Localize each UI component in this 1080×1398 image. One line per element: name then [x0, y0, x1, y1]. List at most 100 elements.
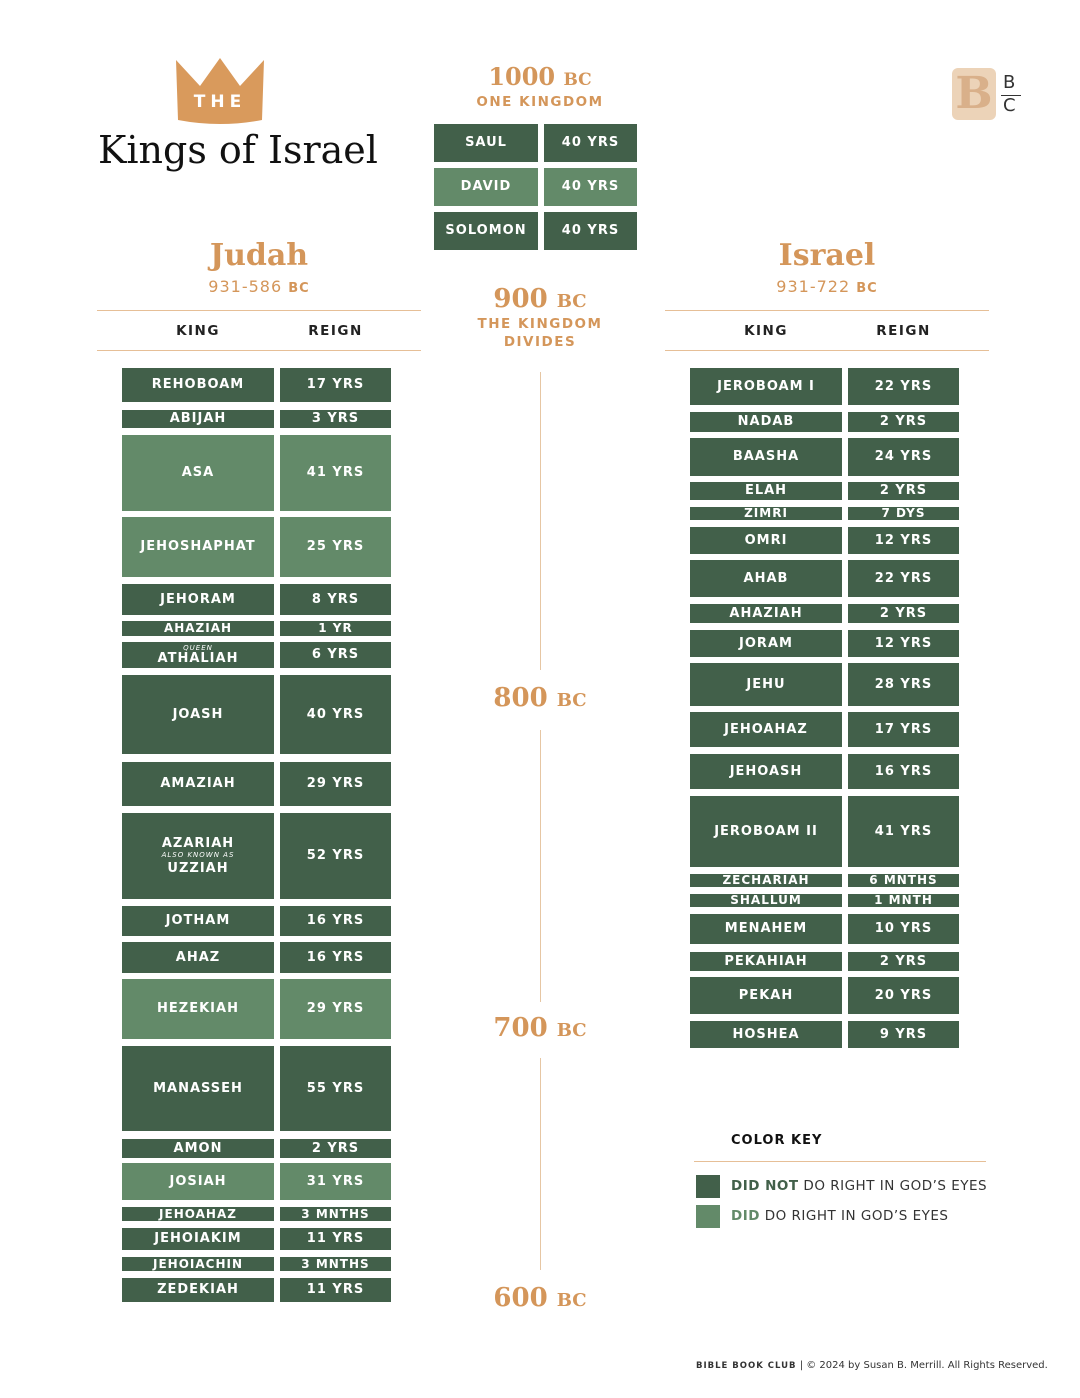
king-cell: JOTHAM — [122, 906, 274, 936]
reign-cell: 3 MNTHS — [280, 1207, 391, 1221]
king-name: JEHOSHAPHAT — [140, 539, 256, 555]
king-cell: AHAZIAH — [690, 604, 842, 623]
king-name: NADAB — [737, 414, 795, 430]
key-text: DO RIGHT IN GOD’S EYES — [803, 1178, 988, 1194]
king-cell: DAVID — [434, 168, 538, 206]
key-swatch — [696, 1175, 720, 1198]
king-cell: MENAHEM — [690, 914, 842, 944]
king-cell: ABIJAH — [122, 410, 274, 428]
king-name: HEZEKIAH — [157, 1001, 239, 1017]
king-prefix: QUEEN — [183, 643, 213, 652]
logo-mark: B — [952, 68, 996, 120]
reign-cell: 24 YRS — [848, 438, 959, 476]
reign-cell: 2 YRS — [848, 412, 959, 432]
king-cell: AHAZ — [122, 942, 274, 973]
logo-letter: B — [1003, 72, 1016, 93]
year: 800 — [493, 683, 548, 713]
king-name: JEHOAHAZ — [724, 721, 808, 737]
year: 700 — [493, 1013, 548, 1043]
reign: 2 YRS — [311, 1140, 360, 1156]
reign-cell: 29 YRS — [280, 979, 391, 1039]
king-name: JOTHAM — [165, 913, 231, 929]
king-cell: JEHOSHAPHAT — [122, 517, 274, 577]
reign: 41 YRS — [306, 465, 365, 481]
reign-cell: 2 YRS — [848, 482, 959, 500]
era: BC — [556, 690, 587, 711]
king-cell: ZECHARIAH — [690, 874, 842, 887]
king-name: JOASH — [172, 706, 224, 722]
reign: 28 YRS — [874, 676, 933, 692]
era: BC — [856, 281, 878, 296]
king-name: HOSHEA — [732, 1026, 800, 1042]
reign-cell: 3 YRS — [280, 410, 391, 428]
king-alt-name: UZZIAH — [167, 860, 229, 876]
king-name: AMAZIAH — [160, 776, 236, 792]
timeline-year: 900 BC — [420, 284, 660, 314]
reign: 40 YRS — [561, 223, 620, 239]
king-name: SOLOMON — [445, 223, 527, 239]
reign: 9 YRS — [879, 1026, 928, 1042]
reign: 41 YRS — [874, 823, 933, 839]
reign-cell: 10 YRS — [848, 914, 959, 944]
king-cell: JEHOAHAZ — [690, 712, 842, 747]
king-cell: HEZEKIAH — [122, 979, 274, 1039]
rule — [665, 350, 989, 351]
king-cell: REHOBOAM — [122, 368, 274, 402]
timeline-year: 600 BC — [420, 1283, 660, 1313]
reign: 16 YRS — [874, 763, 933, 779]
reign-cell: 22 YRS — [848, 560, 959, 597]
timeline-caption: DIVIDES — [503, 334, 577, 350]
era: BC — [556, 1020, 587, 1041]
king-cell: JEHOASH — [690, 754, 842, 789]
reign-cell: 9 YRS — [848, 1021, 959, 1048]
rule — [97, 350, 421, 351]
reign: 6 MNTHS — [869, 874, 938, 887]
year: 900 — [493, 284, 548, 314]
reign: 25 YRS — [306, 539, 365, 555]
reign: 31 YRS — [306, 1173, 365, 1189]
reign: 2 YRS — [879, 414, 928, 430]
reign: 20 YRS — [874, 987, 933, 1003]
reign: 2 YRS — [879, 483, 928, 499]
key-emphasis: DID NOT — [731, 1178, 799, 1194]
king-name: AMON — [173, 1140, 223, 1156]
king-name: JEHOASH — [729, 763, 803, 779]
reign-cell: 12 YRS — [848, 630, 959, 657]
reign: 10 YRS — [874, 921, 933, 937]
king-cell: JORAM — [690, 630, 842, 657]
reign-cell: 55 YRS — [280, 1046, 391, 1131]
reign-cell: 31 YRS — [280, 1163, 391, 1200]
reign: 16 YRS — [306, 949, 365, 965]
reign-cell: 2 YRS — [848, 604, 959, 623]
king-name: ZEDEKIAH — [157, 1282, 239, 1298]
king-cell: AHAB — [690, 560, 842, 597]
reign-cell: 17 YRS — [848, 712, 959, 747]
column-header: REIGN — [876, 323, 931, 339]
king-name: PEKAH — [738, 987, 794, 1003]
reign: 11 YRS — [306, 1231, 365, 1247]
king-name: AZARIAH — [161, 835, 235, 851]
reign-cell: 40 YRS — [544, 168, 637, 206]
reign-cell: 2 YRS — [280, 1139, 391, 1158]
king-name: SHALLUM — [730, 894, 802, 907]
timeline-line — [540, 730, 541, 1002]
king-name: ZECHARIAH — [722, 874, 810, 887]
reign-cell: 40 YRS — [280, 675, 391, 754]
king-cell: SHALLUM — [690, 894, 842, 907]
reign-cell: 1 YR — [280, 621, 391, 636]
reign: 40 YRS — [306, 706, 365, 722]
reign: 3 MNTHS — [301, 1257, 370, 1271]
reign: 55 YRS — [306, 1080, 365, 1096]
king-cell: AHAZIAH — [122, 621, 274, 636]
crown-label: THE — [193, 92, 247, 112]
column-header: REIGN — [308, 323, 363, 339]
king-name: ZIMRI — [744, 507, 788, 520]
king-cell: ZIMRI — [690, 507, 842, 520]
crown-icon — [176, 58, 264, 124]
king-cell: MANASSEH — [122, 1046, 274, 1131]
king-cell: BAASHA — [690, 438, 842, 476]
reign-cell: 1 MNTH — [848, 894, 959, 907]
king-cell: SAUL — [434, 124, 538, 162]
era: BC — [288, 281, 310, 296]
kingdom-title: Judah — [209, 238, 309, 273]
